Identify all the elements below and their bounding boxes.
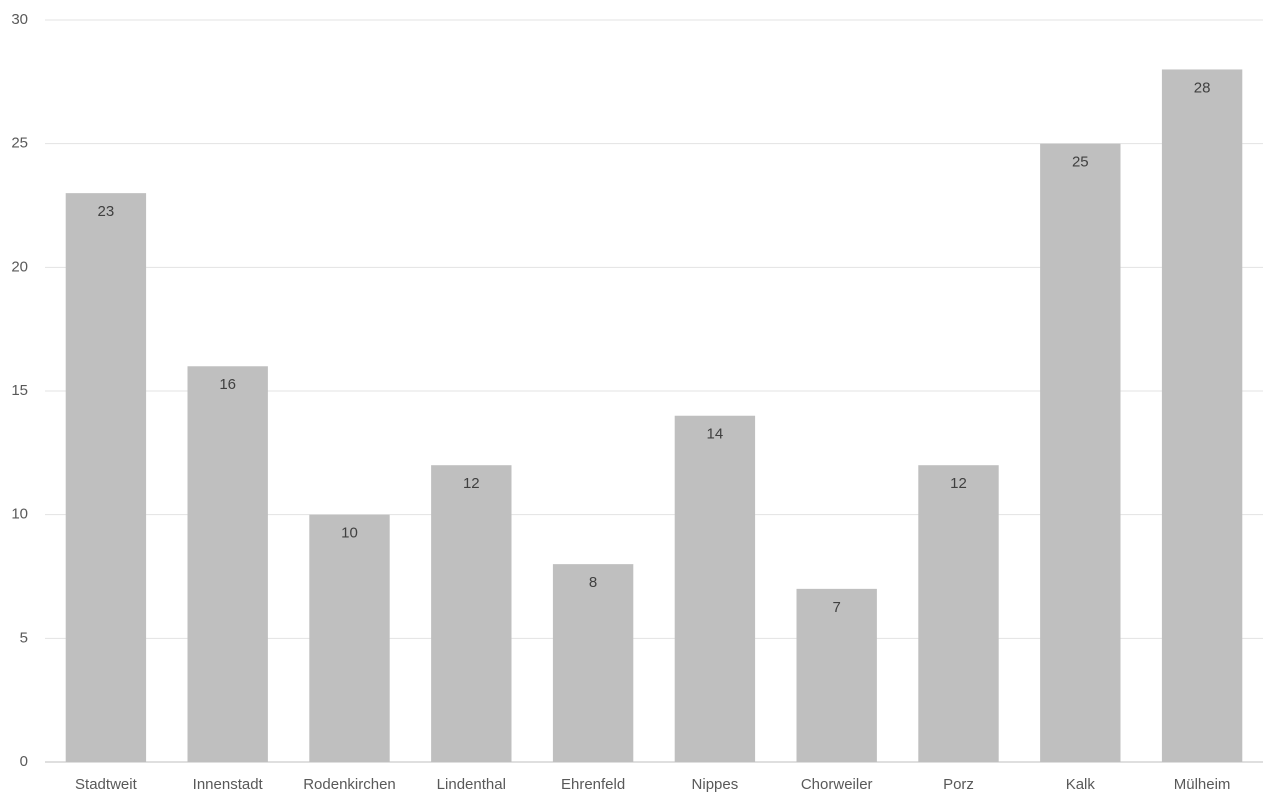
data-label: 7 — [833, 599, 841, 616]
y-tick-label: 0 — [20, 753, 28, 770]
bar — [552, 564, 634, 762]
y-tick-label: 30 — [11, 11, 28, 28]
data-label: 14 — [707, 426, 724, 443]
data-label: 25 — [1072, 154, 1089, 171]
x-tick-label: Mülheim — [1174, 776, 1231, 793]
bar — [1040, 143, 1121, 762]
x-tick-label: Porz — [943, 776, 974, 793]
bar — [918, 465, 999, 762]
y-tick-label: 10 — [11, 506, 28, 523]
x-tick-label: Nippes — [692, 776, 739, 793]
x-tick-label: Rodenkirchen — [303, 776, 396, 793]
x-tick-label: Kalk — [1066, 776, 1096, 793]
bar — [1161, 69, 1243, 762]
bar — [187, 366, 268, 762]
data-label: 12 — [463, 475, 480, 492]
y-tick-label: 20 — [11, 258, 28, 275]
bar — [796, 588, 877, 762]
x-tick-label: Chorweiler — [801, 776, 873, 793]
bar — [309, 514, 390, 762]
data-label: 10 — [341, 525, 358, 542]
y-tick-label: 15 — [11, 382, 28, 399]
x-tick-label: Innenstadt — [193, 776, 264, 793]
bar — [65, 193, 147, 763]
data-label: 16 — [219, 376, 236, 393]
x-tick-label: Stadtweit — [75, 776, 138, 793]
bar — [431, 465, 512, 762]
y-tick-label: 5 — [20, 629, 28, 646]
data-label: 28 — [1194, 79, 1211, 96]
data-label: 12 — [950, 475, 967, 492]
x-tick-label: Lindenthal — [437, 776, 506, 793]
data-label: 23 — [98, 203, 115, 220]
y-tick-label: 25 — [11, 135, 28, 152]
bar — [674, 415, 756, 762]
x-tick-label: Ehrenfeld — [561, 776, 625, 793]
data-label: 8 — [589, 574, 597, 591]
